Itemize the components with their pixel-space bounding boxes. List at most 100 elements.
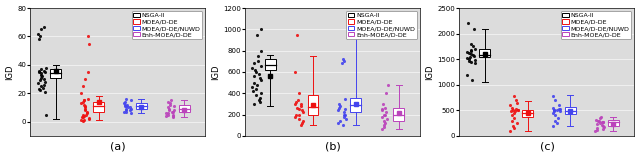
Bar bbox=[265, 59, 276, 70]
Point bbox=[376, 128, 387, 131]
Point bbox=[80, 108, 90, 110]
Point bbox=[466, 50, 476, 52]
Point bbox=[291, 107, 301, 109]
Point bbox=[294, 92, 304, 95]
Point bbox=[163, 100, 173, 103]
Point bbox=[504, 104, 515, 106]
Point bbox=[83, 71, 93, 73]
Point bbox=[598, 125, 609, 128]
Point bbox=[509, 112, 519, 114]
Point bbox=[80, 109, 90, 112]
Point bbox=[84, 118, 94, 120]
Point bbox=[296, 105, 306, 107]
Point bbox=[340, 113, 350, 116]
Point bbox=[36, 72, 46, 75]
Point bbox=[119, 102, 129, 104]
Point bbox=[78, 119, 88, 122]
Point bbox=[340, 108, 350, 111]
Point bbox=[468, 27, 479, 30]
Point bbox=[470, 62, 480, 65]
Point bbox=[40, 81, 51, 83]
Point bbox=[163, 112, 173, 114]
Bar bbox=[350, 97, 361, 112]
Point bbox=[170, 109, 180, 112]
Point bbox=[591, 118, 602, 121]
Bar bbox=[522, 110, 533, 117]
Point bbox=[120, 100, 130, 103]
Point bbox=[76, 92, 86, 95]
Point bbox=[35, 68, 45, 70]
Point bbox=[596, 116, 607, 118]
Point bbox=[507, 106, 517, 109]
Point bbox=[552, 108, 562, 111]
Point bbox=[77, 85, 88, 87]
Point bbox=[554, 104, 564, 106]
Point bbox=[161, 115, 172, 117]
Point bbox=[333, 107, 344, 109]
Point bbox=[255, 92, 266, 95]
Point bbox=[121, 109, 131, 112]
Point bbox=[553, 117, 563, 119]
Legend: NSGA-II, MOEA/D-DE, MOEA/D-DE/NUWD, Enh-MOEA/D-DE: NSGA-II, MOEA/D-DE, MOEA/D-DE/NUWD, Enh-… bbox=[132, 11, 202, 39]
Point bbox=[554, 108, 564, 110]
Point bbox=[254, 98, 264, 101]
Point bbox=[290, 115, 300, 118]
Point bbox=[468, 45, 478, 48]
Bar bbox=[179, 105, 189, 112]
Point bbox=[381, 92, 391, 95]
Point bbox=[462, 73, 472, 76]
Point bbox=[84, 117, 94, 119]
Point bbox=[595, 117, 605, 119]
Point bbox=[555, 110, 565, 113]
Point bbox=[167, 111, 177, 113]
Legend: NSGA-II, MOEA/D-DE, MOEA/D-DE/NUWD, Enh-MOEA/D-DE: NSGA-II, MOEA/D-DE, MOEA/D-DE/NUWD, Enh-… bbox=[561, 11, 631, 39]
Point bbox=[253, 60, 264, 63]
Point bbox=[77, 120, 88, 122]
Point bbox=[339, 113, 349, 116]
Point bbox=[548, 124, 558, 127]
Point bbox=[340, 97, 351, 100]
Point bbox=[596, 120, 607, 123]
Point bbox=[35, 79, 45, 82]
Point bbox=[379, 126, 389, 129]
Point bbox=[121, 108, 131, 110]
X-axis label: (c): (c) bbox=[540, 141, 554, 152]
Point bbox=[254, 73, 264, 75]
Point bbox=[78, 116, 88, 119]
Point bbox=[598, 127, 609, 130]
Point bbox=[168, 115, 178, 117]
Point bbox=[79, 103, 89, 106]
Point bbox=[255, 77, 265, 80]
Point bbox=[255, 64, 266, 67]
Point bbox=[508, 108, 518, 111]
Point bbox=[334, 103, 344, 105]
Point bbox=[247, 86, 257, 88]
Point bbox=[83, 35, 93, 38]
Point bbox=[125, 106, 136, 109]
Point bbox=[465, 61, 476, 64]
Point bbox=[598, 124, 609, 127]
Point bbox=[291, 113, 301, 116]
Point bbox=[290, 103, 300, 105]
Point bbox=[161, 112, 172, 114]
Point bbox=[333, 122, 343, 124]
Point bbox=[248, 90, 258, 92]
Point bbox=[508, 124, 518, 127]
Point bbox=[163, 113, 173, 116]
Point bbox=[466, 53, 476, 55]
Point bbox=[339, 115, 349, 118]
Point bbox=[511, 99, 522, 101]
Y-axis label: IGD: IGD bbox=[211, 64, 220, 80]
Point bbox=[251, 71, 261, 73]
Point bbox=[548, 95, 558, 97]
Point bbox=[77, 115, 87, 118]
Point bbox=[555, 108, 565, 111]
Point bbox=[82, 111, 92, 113]
Point bbox=[255, 28, 266, 31]
Point bbox=[592, 126, 602, 129]
Point bbox=[36, 76, 47, 79]
Point bbox=[249, 81, 259, 84]
Point bbox=[590, 130, 600, 132]
Point bbox=[164, 103, 175, 106]
Point bbox=[78, 114, 88, 116]
